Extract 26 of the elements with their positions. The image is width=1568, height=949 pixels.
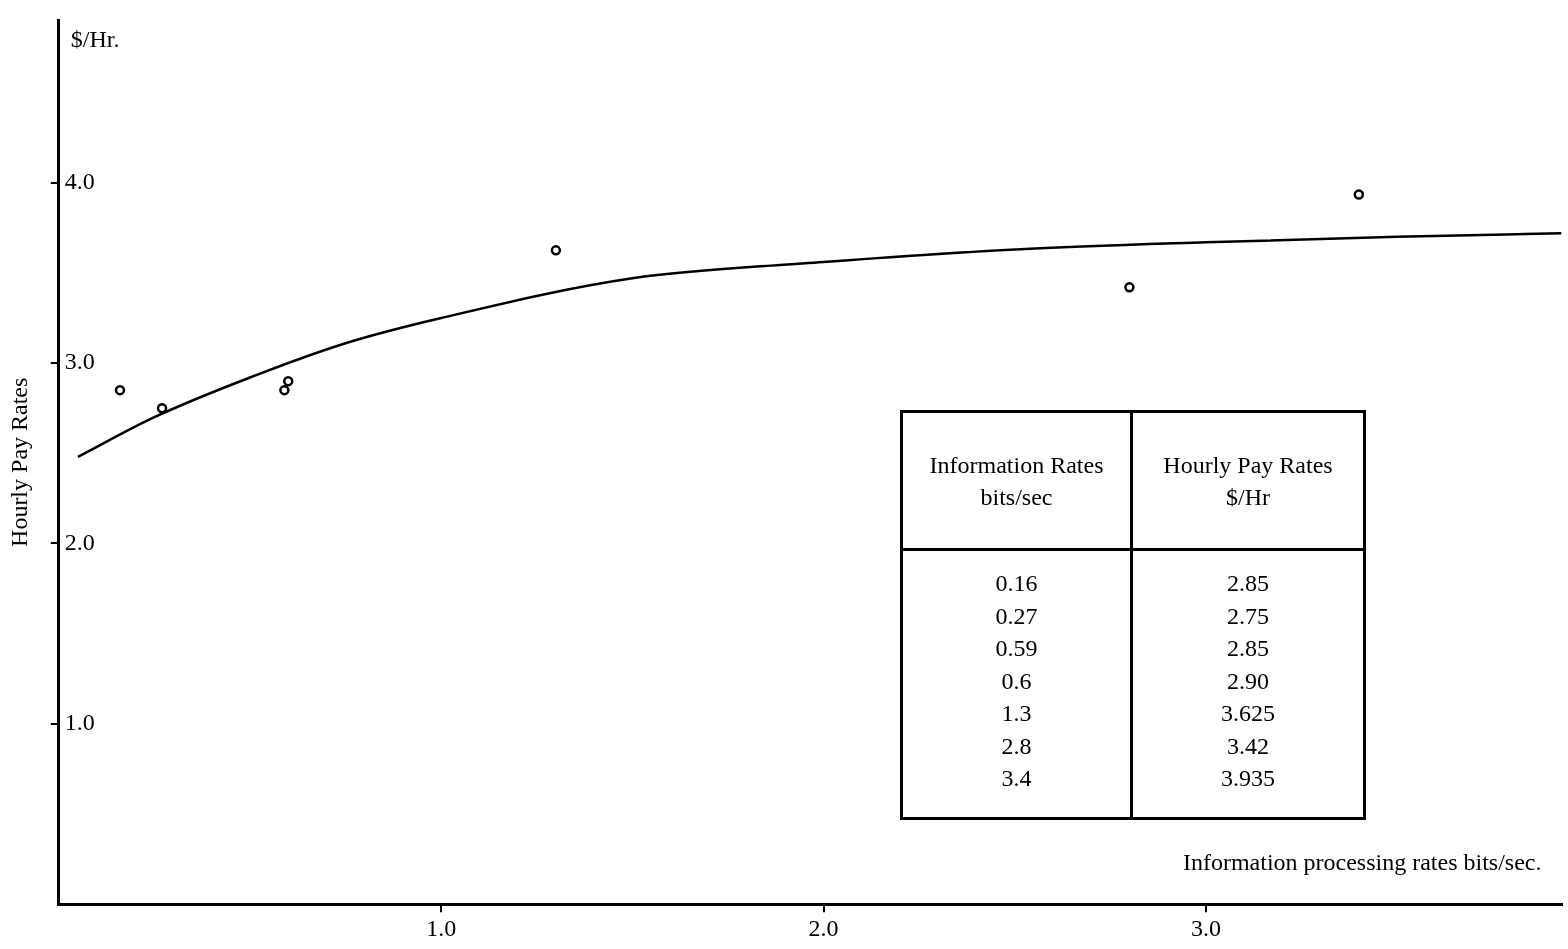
annotation: 0.16	[994, 569, 1039, 598]
annotation: 2.8	[1000, 731, 1033, 761]
y-tick-label: 1.0	[64, 709, 95, 736]
x-tick-label: 2.0	[808, 914, 839, 941]
annotation: 2.75	[1226, 601, 1270, 631]
y-axis-title: Hourly Pay Rates	[5, 377, 32, 547]
annotation: 2.85	[1226, 634, 1270, 663]
x-tick-label: 3.0	[1190, 914, 1221, 941]
annotation: Information Rates bits/sec	[903, 413, 1133, 551]
annotation: 3.42	[1226, 731, 1270, 761]
y-tick-label: 4.0	[64, 168, 95, 195]
annotation: 3.935	[1220, 764, 1276, 793]
x-axis-title: Information processing rates bits/sec.	[1182, 849, 1542, 876]
annotation: 0.27	[994, 601, 1039, 631]
annotation: 2.85	[1226, 569, 1270, 598]
annotation: 3.4	[1000, 764, 1033, 793]
annotation: $/Hr.	[70, 25, 120, 52]
annotation: 3.625	[1220, 699, 1276, 728]
y-tick-label: 3.0	[64, 348, 95, 375]
annotation: 2.90	[1226, 666, 1270, 696]
annotation: 0.6	[1000, 666, 1033, 696]
annotation: 0.59	[994, 634, 1039, 663]
y-tick-label: 2.0	[64, 528, 95, 555]
annotation: Hourly Pay Rates $/Hr	[1133, 413, 1363, 551]
x-tick-label: 1.0	[426, 914, 457, 941]
annotation: 1.3	[1000, 699, 1033, 728]
